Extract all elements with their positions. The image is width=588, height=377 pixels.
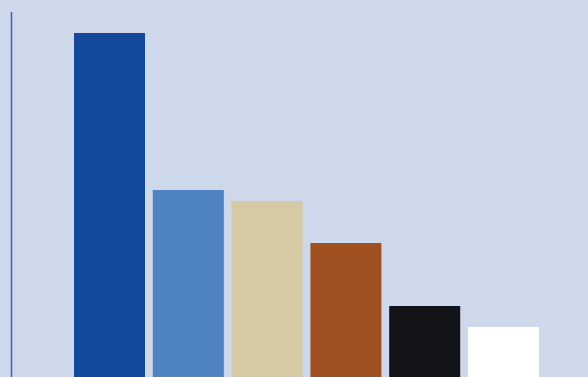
bar-4 <box>310 243 382 377</box>
bar-2 <box>152 190 224 377</box>
bar-1 <box>74 33 145 377</box>
bar-6 <box>468 327 539 377</box>
bar-3 <box>231 201 303 377</box>
bar-5 <box>389 306 461 377</box>
bars-group <box>74 33 539 377</box>
